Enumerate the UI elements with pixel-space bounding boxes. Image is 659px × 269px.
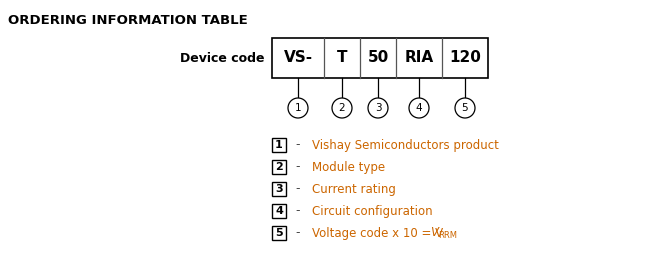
Text: Vishay Semiconductors product: Vishay Semiconductors product <box>312 139 499 151</box>
Text: ORDERING INFORMATION TABLE: ORDERING INFORMATION TABLE <box>8 14 248 27</box>
Bar <box>272 38 488 78</box>
Circle shape <box>288 98 308 118</box>
Text: 4: 4 <box>416 103 422 113</box>
Text: Circuit configuration: Circuit configuration <box>312 204 432 218</box>
Text: 5: 5 <box>462 103 469 113</box>
Circle shape <box>409 98 429 118</box>
Text: 2: 2 <box>339 103 345 113</box>
Text: -: - <box>296 161 301 174</box>
Text: 3: 3 <box>375 103 382 113</box>
Text: 5: 5 <box>275 228 283 238</box>
Bar <box>272 138 286 152</box>
Text: Device code: Device code <box>179 51 264 65</box>
Text: -: - <box>296 182 301 196</box>
Circle shape <box>455 98 475 118</box>
Text: 2: 2 <box>275 162 283 172</box>
Text: RRM: RRM <box>438 232 457 240</box>
Text: -: - <box>296 139 301 151</box>
Text: RIA: RIA <box>405 51 434 65</box>
Text: 50: 50 <box>367 51 389 65</box>
Text: T: T <box>337 51 347 65</box>
Text: Voltage code x 10 = V: Voltage code x 10 = V <box>312 226 443 239</box>
Bar <box>272 182 286 196</box>
Text: -: - <box>296 204 301 218</box>
Text: Module type: Module type <box>312 161 385 174</box>
Text: 1: 1 <box>295 103 301 113</box>
Bar <box>272 160 286 174</box>
Text: -: - <box>296 226 301 239</box>
Circle shape <box>368 98 388 118</box>
Bar <box>272 204 286 218</box>
Bar <box>272 226 286 240</box>
Text: VS-: VS- <box>283 51 312 65</box>
Text: 1: 1 <box>275 140 283 150</box>
Text: 120: 120 <box>449 51 481 65</box>
Text: Current rating: Current rating <box>312 182 396 196</box>
Text: 3: 3 <box>275 184 283 194</box>
Text: 4: 4 <box>275 206 283 216</box>
Circle shape <box>332 98 352 118</box>
Text: V: V <box>430 226 438 239</box>
